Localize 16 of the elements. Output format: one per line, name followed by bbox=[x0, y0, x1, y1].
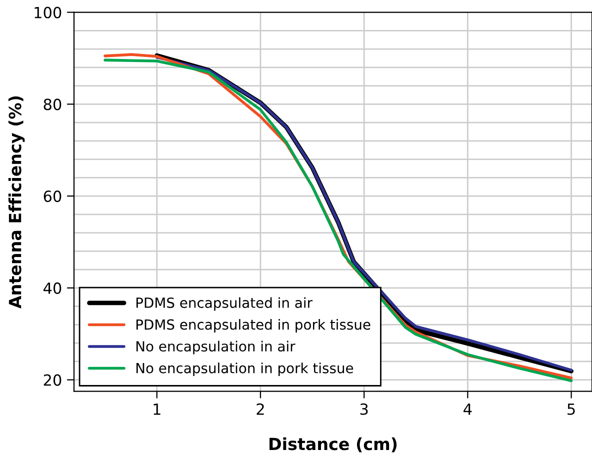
legend-label: PDMS encapsulated in pork tissue bbox=[136, 319, 370, 332]
y-axis-title: Antenna Efficiency (%) bbox=[8, 96, 25, 309]
x-tick-label: 3 bbox=[360, 403, 368, 415]
y-tick-label: 60 bbox=[44, 190, 62, 202]
x-axis-title: Distance (cm) bbox=[270, 437, 397, 452]
legend-label: No encapsulation in pork tissue bbox=[136, 362, 354, 376]
x-tick-label: 1 bbox=[154, 404, 160, 415]
x-tick-label: 4 bbox=[464, 404, 472, 415]
y-tick-label: 20 bbox=[44, 374, 62, 386]
x-tick-label: 5 bbox=[568, 404, 575, 415]
y-tick-label: 80 bbox=[44, 98, 62, 110]
y-tick-label: 100 bbox=[34, 6, 62, 18]
x-tick-label: 2 bbox=[256, 403, 264, 415]
legend-label: PDMS encapsulated in air bbox=[136, 297, 312, 311]
y-tick-label: 40 bbox=[44, 282, 62, 294]
legend-label: No encapsulation in air bbox=[136, 340, 296, 354]
